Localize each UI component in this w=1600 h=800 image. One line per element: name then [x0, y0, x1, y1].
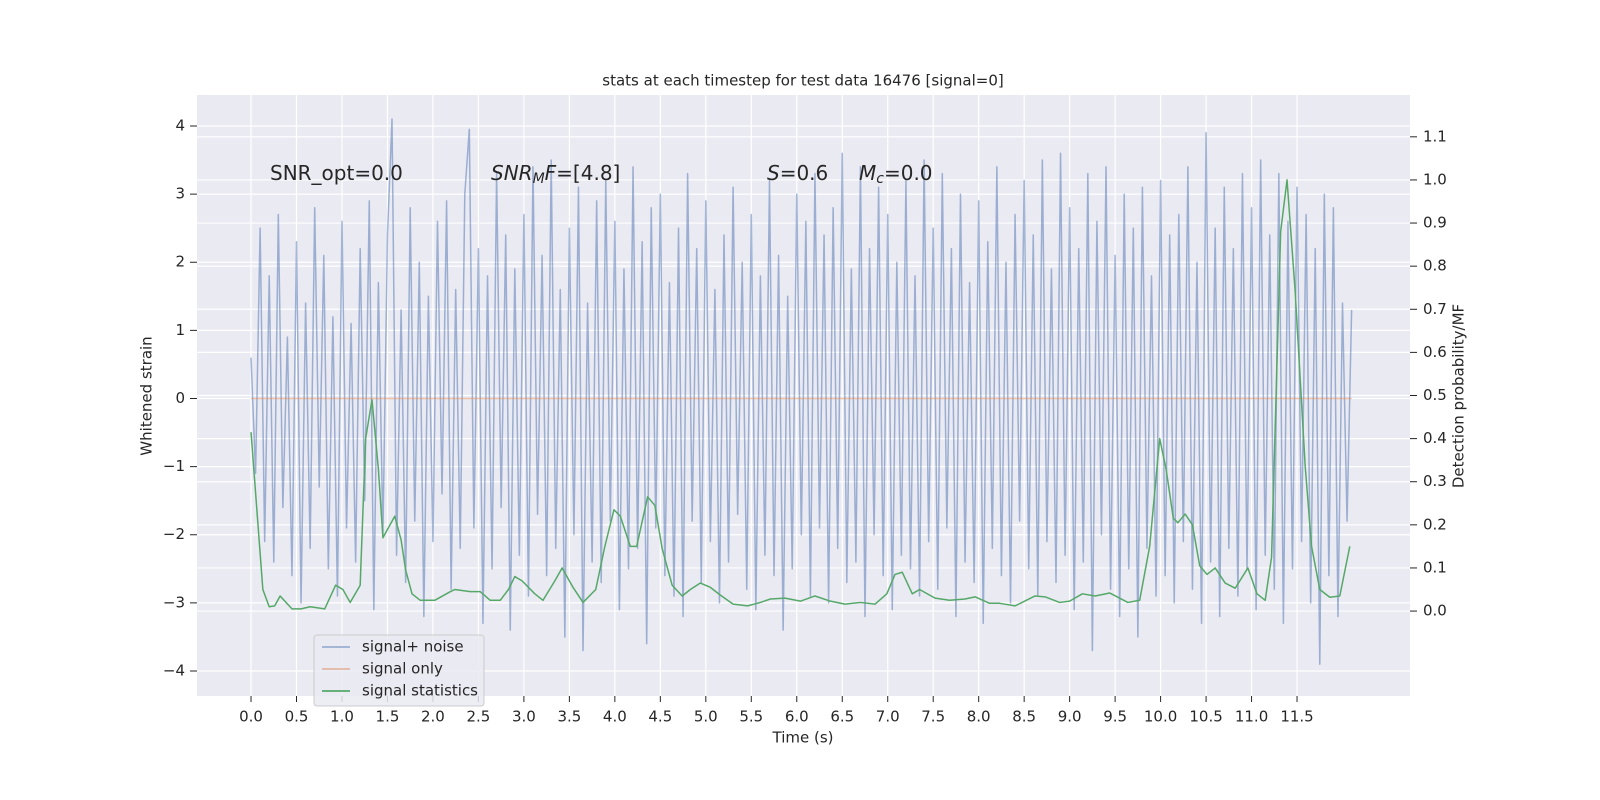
legend-box — [313, 634, 485, 707]
x-tick-label: 7.0 — [876, 708, 900, 726]
x-tick-label: 5.0 — [694, 708, 718, 726]
y2-tick-label: 0.4 — [1423, 429, 1447, 447]
legend-label: signal statistics — [362, 682, 478, 700]
y2-tick-label: 0.9 — [1423, 214, 1447, 232]
y2-tick-label: 0.5 — [1423, 386, 1447, 404]
x-tick-label: 8.0 — [967, 708, 991, 726]
x-tick-label: 5.5 — [739, 708, 763, 726]
y2-tick-label: 1.1 — [1423, 127, 1447, 145]
annotation-text: SNR_opt=0.0 — [270, 161, 403, 185]
series-line — [250, 118, 1353, 665]
annotation-text: F — [545, 161, 557, 185]
annotation-subscript: M — [533, 171, 545, 187]
y2-tick-label: 0.2 — [1423, 515, 1447, 533]
x-tick-label: 8.5 — [1012, 708, 1036, 726]
x-tick-label: 3.5 — [557, 708, 581, 726]
x-axis-label: Time (s) — [772, 729, 834, 747]
x-tick-label: 1.5 — [376, 708, 400, 726]
x-tick-label: 0.5 — [285, 708, 309, 726]
chart-title: stats at each timestep for test data 164… — [602, 72, 1003, 90]
y-tick-label: 1 — [175, 321, 185, 339]
legend-label: signal+ noise — [362, 638, 464, 656]
x-tick-label: 7.5 — [921, 708, 945, 726]
x-tick-label: 9.5 — [1103, 708, 1127, 726]
x-tick-label: 0.0 — [239, 708, 263, 726]
x-tick-label: 6.0 — [785, 708, 809, 726]
x-tick-label: 11.0 — [1235, 708, 1268, 726]
annotation-subscript: c — [876, 171, 884, 187]
annotation: SNR_opt=0.0 — [270, 161, 403, 185]
x-tick-label: 4.5 — [648, 708, 672, 726]
annotation-text: =0.0 — [884, 161, 933, 185]
annotation: Mc=0.0 — [859, 161, 933, 188]
annotation: S=0.6 — [767, 161, 828, 185]
y-tick-label: −2 — [163, 525, 185, 543]
y-tick-label: −3 — [163, 593, 185, 611]
annotation-text: S — [767, 161, 780, 185]
y2-tick-label: 0.3 — [1423, 472, 1447, 490]
legend-label: signal only — [362, 660, 443, 678]
ticks: 0.0 0.5 1.0 1.5 2.0 2.5 3.0 3.5 4.0 4.5 5.0 5.5 6.0 6… — [163, 116, 1447, 725]
x-tick-label: 1.0 — [330, 708, 354, 726]
annotation-text: M — [859, 161, 876, 185]
legend: signal+ noise signal only signal statistic… — [313, 634, 485, 707]
y2-tick-label: 0.7 — [1423, 300, 1447, 318]
plot-lines — [250, 118, 1353, 665]
y2-tick-label: 0.0 — [1423, 602, 1447, 620]
series-line — [250, 179, 1351, 610]
y-tick-label: 4 — [175, 116, 185, 134]
y-tick-label: −4 — [163, 661, 185, 679]
x-tick-label: 9.0 — [1058, 708, 1082, 726]
annotation: SNRMF=[4.8] — [491, 161, 620, 188]
x-tick-label: 10.5 — [1189, 708, 1222, 726]
y-tick-label: 3 — [175, 185, 185, 203]
x-tick-label: 3.0 — [512, 708, 536, 726]
x-tick-label: 10.0 — [1144, 708, 1177, 726]
y2-tick-label: 0.1 — [1423, 558, 1447, 576]
x-tick-label: 2.0 — [421, 708, 445, 726]
annotation-text: =0.6 — [780, 161, 829, 185]
y-tick-label: 2 — [175, 253, 185, 271]
y2-axis-label: Detection probability/MF — [1450, 304, 1468, 488]
y-tick-label: −1 — [163, 457, 185, 475]
x-tick-label: 4.0 — [603, 708, 627, 726]
y2-tick-label: 1.0 — [1423, 170, 1447, 188]
x-tick-label: 2.5 — [466, 708, 490, 726]
x-tick-label: 6.5 — [830, 708, 854, 726]
y-tick-label: 0 — [175, 389, 185, 407]
annotation-text: =[4.8] — [556, 161, 620, 185]
y2-tick-label: 0.8 — [1423, 257, 1447, 275]
y2-tick-label: 0.6 — [1423, 343, 1447, 361]
x-tick-label: 11.5 — [1280, 708, 1313, 726]
y-axis-label: Whitened strain — [138, 336, 156, 455]
annotation-text: SNR — [491, 161, 533, 185]
